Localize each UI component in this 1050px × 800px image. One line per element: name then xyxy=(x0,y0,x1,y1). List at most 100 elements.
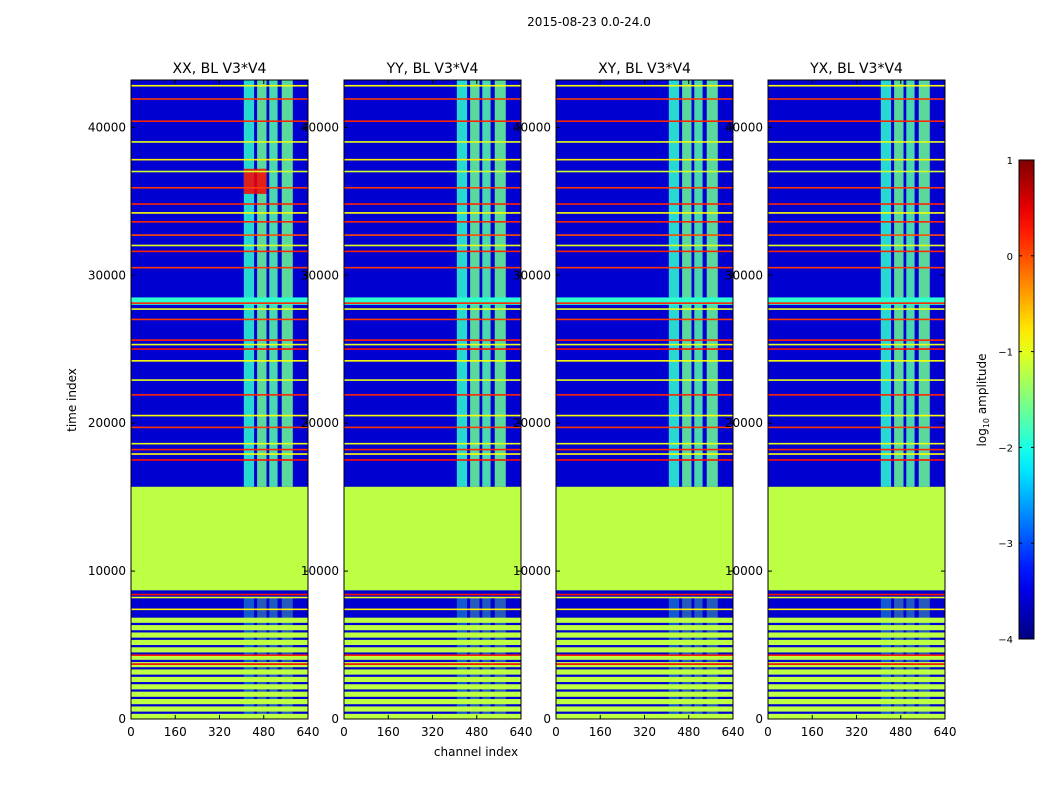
rfi-line xyxy=(131,379,308,381)
flagged-block xyxy=(344,486,521,591)
rfi-line xyxy=(131,203,308,205)
x-tick-label: 0 xyxy=(552,725,560,739)
lower-stripe xyxy=(131,632,308,638)
y-tick-label: 20000 xyxy=(301,416,339,430)
colorbar-label: log10 amplitude xyxy=(975,354,991,447)
x-tick-label: 160 xyxy=(801,725,824,739)
x-tick-label: 0 xyxy=(340,725,348,739)
lower-stripe xyxy=(556,625,733,631)
x-tick-label: 640 xyxy=(722,725,745,739)
panel-title: XX, BL V3*V4 xyxy=(173,61,267,77)
y-tick-label: 10000 xyxy=(301,564,339,578)
rfi-line xyxy=(344,394,521,396)
rfi-line xyxy=(131,186,308,189)
rfi-line xyxy=(556,234,733,236)
x-tick-label: 640 xyxy=(297,725,320,739)
figure-suptitle: 2015-08-23 0.0-24.0 xyxy=(527,15,651,29)
flag-band xyxy=(768,297,945,305)
y-tick-label: 40000 xyxy=(513,120,551,134)
rfi-line xyxy=(131,212,308,214)
rfi-line xyxy=(344,339,521,341)
y-tick-label: 0 xyxy=(543,712,551,726)
rfi-band xyxy=(668,80,680,487)
rfi-band xyxy=(456,80,468,487)
rfi-line xyxy=(344,120,521,123)
rfi-line xyxy=(131,663,308,665)
rfi-line xyxy=(556,654,733,656)
x-tick-label: 320 xyxy=(208,725,231,739)
rfi-band xyxy=(880,80,892,487)
rfi-band xyxy=(682,80,692,487)
rfi-line xyxy=(556,442,733,445)
lower-stripe xyxy=(768,676,945,683)
rfi-line xyxy=(344,348,521,350)
x-tick-label: 320 xyxy=(421,725,444,739)
rfi-line xyxy=(344,426,521,429)
y-tick-label: 0 xyxy=(755,712,763,726)
rfi-line xyxy=(556,170,733,173)
flagged-block xyxy=(768,486,945,591)
rfi-line xyxy=(768,302,945,304)
colorbar-tick-label: 1 xyxy=(1007,156,1013,167)
lower-stripe xyxy=(344,639,521,646)
rfi-band xyxy=(482,80,491,487)
lower-stripe xyxy=(768,647,945,653)
rfi-line xyxy=(344,453,521,455)
rfi-line xyxy=(131,141,308,143)
x-tick-label: 0 xyxy=(764,725,772,739)
rfi-line xyxy=(556,302,733,304)
rfi-line xyxy=(556,448,733,451)
rfi-line xyxy=(344,141,521,143)
rfi-line xyxy=(768,442,945,445)
rfi-line xyxy=(131,98,308,100)
rfi-line xyxy=(556,593,733,596)
lower-stripe xyxy=(768,639,945,646)
flag-band xyxy=(556,297,733,305)
lower-stripe xyxy=(131,669,308,675)
rfi-line xyxy=(344,250,521,253)
y-tick-label: 30000 xyxy=(88,268,126,282)
lower-stripe xyxy=(344,669,521,675)
rfi-line xyxy=(556,158,733,161)
rfi-line xyxy=(556,379,733,381)
rfi-line xyxy=(556,414,733,417)
rfi-line xyxy=(131,170,308,173)
rfi-band xyxy=(470,80,480,487)
x-tick-label: 480 xyxy=(889,725,912,739)
y-tick-label: 0 xyxy=(331,712,339,726)
panel-title: YX, BL V3*V4 xyxy=(809,61,903,77)
lower-stripe xyxy=(556,676,733,683)
lower-stripe xyxy=(556,691,733,697)
rfi-line xyxy=(556,266,733,269)
rfi-line xyxy=(768,203,945,205)
lower-stripe xyxy=(131,647,308,653)
rfi-line xyxy=(344,234,521,236)
rfi-line xyxy=(556,84,733,87)
rfi-line xyxy=(768,414,945,417)
rfi-line xyxy=(556,394,733,396)
rfi-line xyxy=(768,221,945,223)
rfi-line xyxy=(344,308,521,310)
rfi-line xyxy=(344,663,521,665)
colorbar-tick-label: 0 xyxy=(1007,252,1013,263)
y-tick-label: 40000 xyxy=(301,120,339,134)
rfi-line xyxy=(344,596,521,599)
y-tick-label: 20000 xyxy=(725,416,763,430)
rfi-line xyxy=(556,308,733,310)
rfi-line xyxy=(768,339,945,341)
lower-stripe xyxy=(131,676,308,683)
lower-stripe xyxy=(768,654,945,660)
rfi-line xyxy=(131,414,308,417)
rfi-line xyxy=(768,266,945,269)
colorbar-tick-label: −3 xyxy=(998,539,1013,550)
rfi-line xyxy=(131,250,308,253)
lower-stripe xyxy=(131,691,308,697)
x-tick-label: 640 xyxy=(510,725,533,739)
lower-stripe xyxy=(556,632,733,638)
rfi-line xyxy=(768,84,945,87)
rfi-line xyxy=(344,212,521,214)
lower-stripe xyxy=(768,669,945,675)
x-tick-label: 160 xyxy=(589,725,612,739)
rfi-line xyxy=(768,120,945,123)
rfi-line xyxy=(131,426,308,429)
